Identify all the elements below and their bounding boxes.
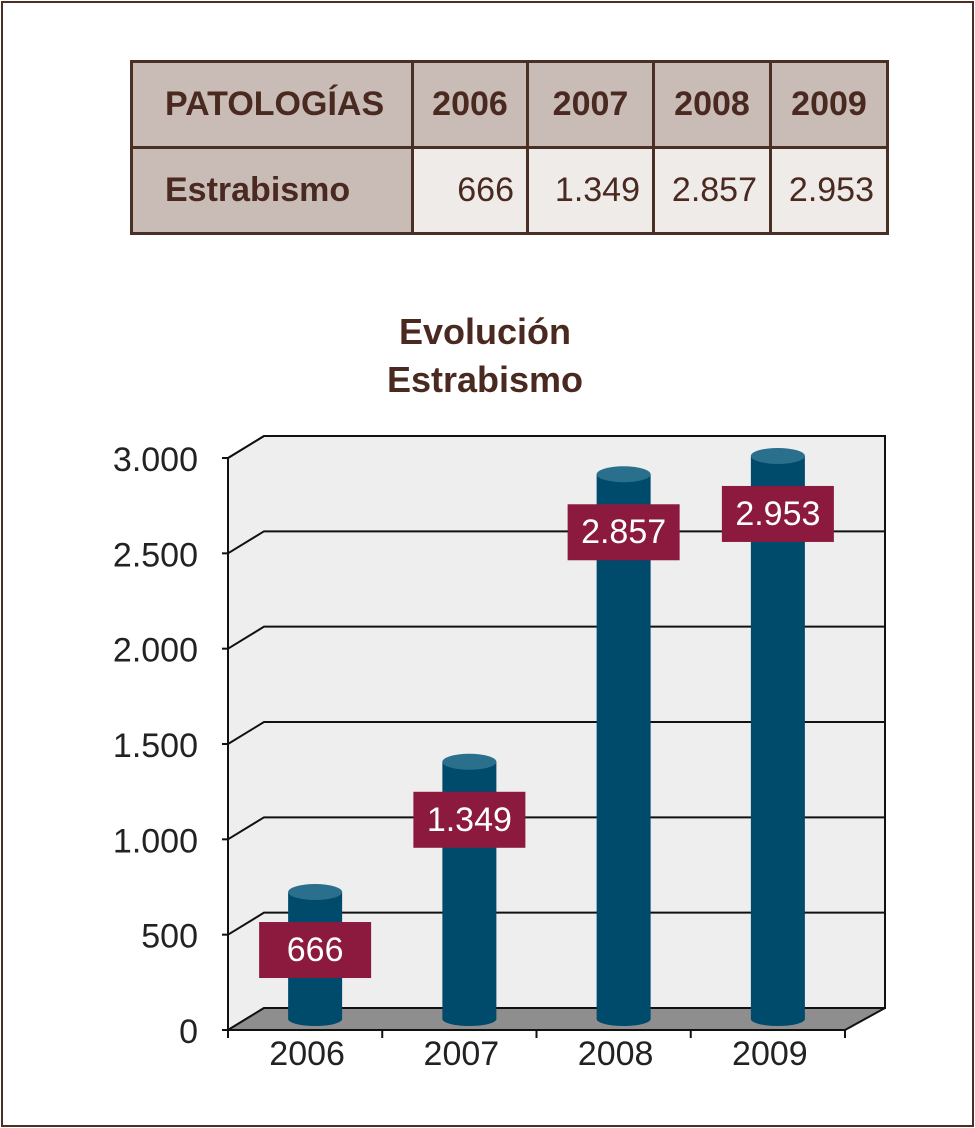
grid-line bbox=[227, 816, 885, 841]
data-table: PATOLOGÍAS 2006 2007 2008 2009 Estrabism… bbox=[130, 60, 889, 235]
bar-top bbox=[596, 466, 651, 483]
bar-top bbox=[288, 884, 343, 901]
grid-line bbox=[227, 721, 885, 745]
bar-top bbox=[442, 753, 497, 770]
bar bbox=[750, 455, 805, 1020]
header-cell: PATOLOGÍAS bbox=[130, 60, 414, 149]
y-tick-label: 2.000 bbox=[113, 632, 198, 670]
y-tick-label: 1.500 bbox=[113, 727, 198, 765]
cell: 1.349 bbox=[526, 146, 655, 235]
floor bbox=[224, 1007, 886, 1031]
value-label-box bbox=[721, 485, 834, 542]
value-label-box bbox=[413, 791, 526, 848]
table-header: PATOLOGÍAS 2006 2007 2008 2009 bbox=[130, 60, 889, 149]
x-tick-label: 2007 bbox=[424, 1035, 500, 1073]
header-cell: 2006 bbox=[411, 60, 529, 149]
y-tick-label: 3.000 bbox=[113, 441, 198, 479]
y-tick-label: 500 bbox=[141, 918, 198, 956]
grid-line bbox=[227, 435, 885, 459]
grid-line bbox=[227, 911, 885, 936]
x-tick-label: 2006 bbox=[269, 1035, 345, 1073]
row-label: Estrabismo bbox=[130, 146, 414, 235]
header-cell: 2009 bbox=[769, 60, 889, 149]
y-tick-label: 2.500 bbox=[113, 536, 198, 574]
table-row: Estrabismo 666 1.349 2.857 2.953 bbox=[130, 146, 889, 235]
cell: 2.953 bbox=[769, 146, 889, 235]
x-tick-label: 2008 bbox=[578, 1035, 654, 1073]
bar bbox=[596, 474, 651, 1019]
x-tick-label: 2009 bbox=[732, 1035, 808, 1073]
header-cell: 2007 bbox=[526, 60, 655, 149]
cell: 2.857 bbox=[652, 146, 772, 235]
y-tick-label: 0 bbox=[179, 1013, 198, 1051]
chart-title: Evolución Estrabismo bbox=[386, 311, 584, 400]
value-label-box bbox=[259, 922, 372, 979]
value-label: 2.857 bbox=[581, 513, 666, 551]
header-cell: 2008 bbox=[652, 60, 772, 149]
y-tick-label: 1.000 bbox=[113, 822, 198, 860]
grid-line bbox=[227, 625, 885, 650]
cell: 666 bbox=[411, 146, 529, 235]
value-label: 1.349 bbox=[427, 801, 512, 839]
bar-top bbox=[750, 447, 805, 464]
value-label: 2.953 bbox=[735, 495, 820, 533]
value-label-box bbox=[567, 504, 680, 561]
value-label: 666 bbox=[287, 931, 344, 969]
